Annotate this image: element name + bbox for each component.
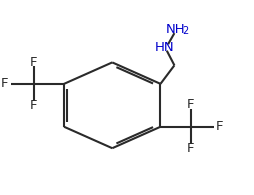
Text: F: F bbox=[30, 56, 37, 68]
Text: F: F bbox=[187, 142, 195, 155]
Text: NH: NH bbox=[166, 23, 185, 36]
Text: F: F bbox=[30, 99, 37, 112]
Text: HN: HN bbox=[154, 41, 174, 54]
Text: F: F bbox=[187, 98, 195, 111]
Text: 2: 2 bbox=[182, 26, 188, 36]
Text: F: F bbox=[1, 77, 8, 90]
Text: F: F bbox=[216, 120, 224, 133]
